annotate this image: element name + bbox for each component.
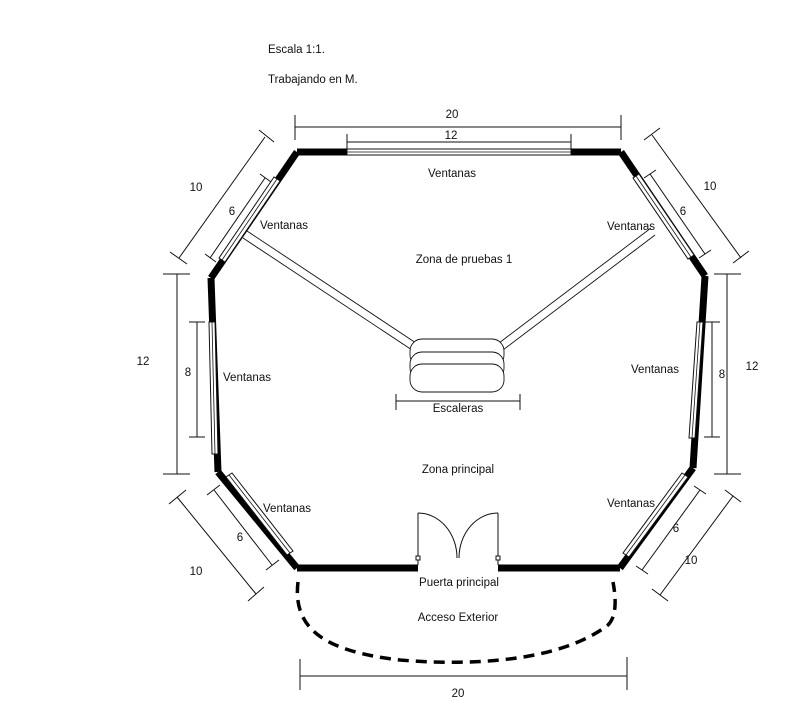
label-window-lower-right: Ventanas [607, 498, 655, 510]
dim-label-lower-right-wall: 10 [685, 555, 698, 567]
dim-label-lower-right-window: 6 [673, 523, 679, 535]
scale-note: Escala 1:1. [268, 44, 325, 56]
dim-label-right-wall: 12 [746, 361, 759, 373]
dim-label-lower-left-window: 6 [237, 532, 243, 544]
label-exterior-access: Acceso Exterior [418, 612, 499, 624]
label-window-upper-right: Ventanas [607, 221, 655, 233]
labels: Ventanas Ventanas Ventanas Zona de prueb… [137, 109, 759, 700]
dim-label-lower-left-wall: 10 [190, 566, 203, 578]
dim-left-wall [163, 273, 190, 475]
dim-right-wall [714, 273, 741, 475]
dim-upper-left-window [204, 173, 272, 263]
beam-left [242, 230, 417, 351]
label-test-zone: Zona de pruebas 1 [416, 254, 513, 266]
dim-lower-left-window [206, 484, 280, 571]
window-lower-left [225, 472, 294, 556]
window-upper-right [632, 173, 695, 260]
stairs-marker [395, 394, 521, 410]
door-swing-left [417, 512, 458, 559]
label-window-upper-left: Ventanas [260, 220, 308, 232]
dim-label-top-wall: 20 [446, 109, 459, 121]
units-note: Trabajando en M. [268, 74, 358, 86]
wall-lower-left [215, 469, 300, 571]
label-stairs: Escaleras [433, 403, 484, 415]
window-left [208, 321, 219, 455]
label-window-left: Ventanas [223, 372, 271, 384]
dim-lower-left-wall [168, 489, 265, 602]
dim-bottom [299, 657, 628, 690]
label-main-zone: Zona principal [422, 464, 494, 476]
windows [208, 148, 704, 558]
door-swing-right [458, 512, 499, 559]
dim-label-bottom: 20 [452, 688, 465, 700]
dim-upper-right-wall [643, 127, 750, 264]
dim-upper-right-window [643, 169, 712, 259]
dim-label-right-window: 8 [719, 369, 725, 381]
dim-lower-right-wall [651, 489, 742, 602]
dim-lower-right-window [635, 485, 707, 575]
window-upper-left [218, 176, 281, 263]
window-lower-right [622, 472, 689, 558]
label-main-door: Puerta principal [419, 577, 499, 589]
dim-label-upper-right-window: 6 [680, 206, 686, 218]
dim-top-window [346, 134, 572, 150]
dim-right-window [704, 321, 720, 438]
beams [242, 227, 656, 351]
dim-top-wall [294, 115, 622, 140]
dim-label-left-wall: 12 [137, 356, 150, 368]
stairs [409, 338, 505, 393]
dim-label-top-window: 12 [445, 130, 458, 142]
dim-upper-left-wall [169, 129, 275, 265]
beam-right [498, 227, 656, 351]
window-top [346, 148, 572, 156]
dim-label-upper-right-wall: 10 [704, 181, 717, 193]
dim-label-upper-left-wall: 10 [190, 182, 203, 194]
dim-label-upper-left-window: 6 [229, 206, 235, 218]
dim-left-window [189, 321, 205, 438]
label-window-right: Ventanas [631, 364, 679, 376]
stair-flight-3 [409, 363, 505, 393]
label-window-lower-left: Ventanas [263, 503, 311, 515]
main-door [415, 512, 501, 565]
exterior-access-path [295, 581, 617, 664]
label-window-top: Ventanas [428, 168, 476, 180]
dimension-lines [163, 115, 750, 690]
window-right [688, 321, 704, 439]
dim-label-left-window: 8 [185, 367, 191, 379]
